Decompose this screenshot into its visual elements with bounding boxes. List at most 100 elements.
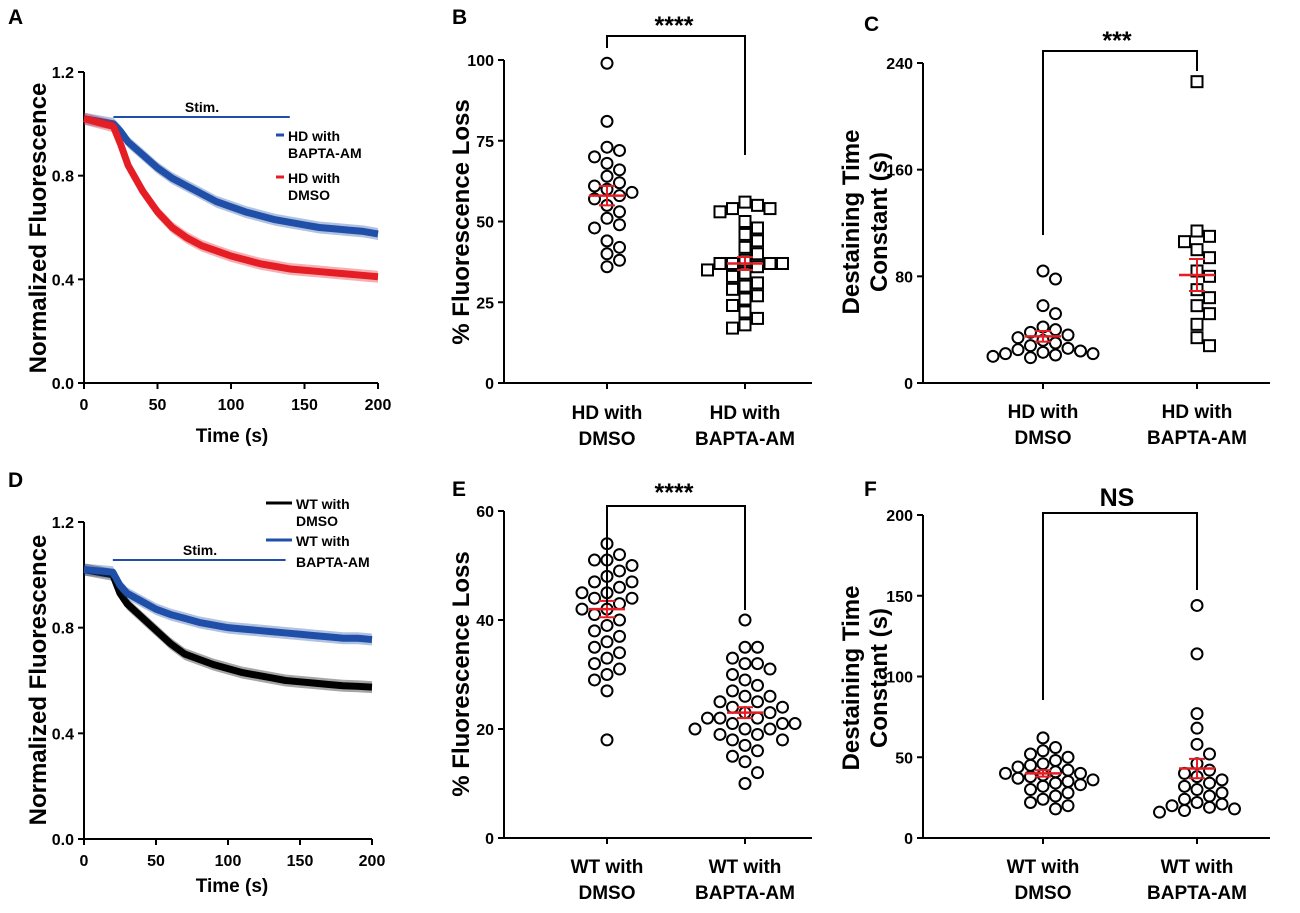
panel-b-group-1-point (613, 205, 626, 219)
panel-b-group-2-point (738, 305, 752, 319)
panel-c-y-tick-label: 0 (904, 376, 913, 393)
panel-b-group-1-label-b: DMSO (579, 429, 636, 450)
panel-f-group-1-point (1024, 747, 1037, 761)
panel-b-scatter-chart: % Fluorescence Loss HD with DMSO HD with… (448, 12, 812, 450)
panel-a-x-tick-label: 0 (80, 397, 89, 414)
panel-d-legend-label-1b: DMSO (296, 513, 338, 529)
panel-e-group-2-point (751, 744, 764, 758)
panel-d-x-tick-label: 0 (80, 853, 89, 870)
panel-d-series-1-line (83, 566, 373, 691)
panel-e-y-axis-label: % Fluorescence Loss (448, 551, 475, 796)
panel-b-group-2-point (751, 221, 764, 235)
panel-f-y-tick-label: 200 (886, 508, 913, 525)
panel-e-group-2-point (751, 657, 764, 671)
panel-f-group-2-point (1190, 598, 1204, 612)
panel-a-legend-label-1a: HD with (288, 128, 340, 144)
panel-b-group-2-point (738, 227, 752, 241)
panel-f-group-2-point (1190, 707, 1204, 721)
panel-b-group-1-point (600, 234, 614, 248)
panel-c-y-tick-label: 240 (886, 56, 913, 73)
panel-f-group-2-point (1190, 721, 1204, 735)
panel-b-group-2-label-a: HD with (710, 403, 781, 424)
panel-f-group-1-point (1061, 774, 1075, 788)
panel-f-group-2-point (1178, 779, 1191, 793)
panel-c-group-2-point (1203, 269, 1216, 283)
panel-f-group-2-point (1178, 792, 1191, 806)
panel-f-group-1-point (1036, 792, 1050, 806)
panel-b-group-2-point (726, 298, 739, 312)
panel-letter-c: C (864, 13, 879, 36)
panel-e-group-2-point (751, 766, 764, 780)
panel-c-group-2-label-b: BAPTA-AM (1147, 428, 1247, 449)
panel-f-group-1-point (1049, 753, 1062, 767)
panel-b-group-2-label-b: BAPTA-AM (695, 429, 795, 450)
panel-e-group-2-point (776, 700, 789, 714)
panel-a-y-tick-label: 0.0 (52, 376, 74, 393)
panel-b-group-1-point (600, 247, 614, 261)
panel-f-group-1-point (1024, 795, 1037, 809)
panel-d-series-2-line (83, 566, 373, 644)
panel-f-group-2-point (1178, 804, 1191, 818)
panel-e-group-2-point (726, 733, 739, 747)
panel-b-group-1-point (613, 218, 626, 232)
panel-f-group-2-point (1190, 783, 1204, 797)
panel-f-group-1-point (1049, 741, 1062, 755)
panel-e-group-1-point (600, 684, 614, 698)
panel-c-group-2-label-a: HD with (1162, 402, 1233, 423)
panel-d-x-axis-label: Time (s) (196, 876, 269, 897)
panel-e-group-1-point (588, 591, 601, 605)
panel-b-group-2-point (726, 321, 739, 335)
panel-f-group-1-point (1011, 760, 1025, 774)
panel-f-group-2-point (1165, 799, 1179, 813)
panel-e-group-1-point (613, 662, 626, 676)
panel-e-group-1-point (600, 618, 614, 632)
panel-c-significance-bracket (1042, 50, 1198, 235)
panel-c-group-1-label-b: DMSO (1015, 428, 1072, 449)
panel-c-group-2-point (1203, 307, 1216, 321)
panel-f-group-1-label-b: DMSO (1015, 883, 1072, 904)
panel-b-group-1-point (588, 179, 601, 193)
panel-a-legend-label-2a: HD with (288, 170, 340, 186)
panel-f-y-tick-label: 100 (886, 670, 913, 687)
panel-b-y-tick-label: 100 (467, 53, 494, 70)
panel-e-significance-bracket (606, 505, 746, 610)
panel-c-group-1-point (1086, 347, 1100, 361)
panel-b-group-2-point (763, 202, 777, 216)
panel-e-group-1-point (600, 635, 614, 649)
panel-b-group-2-point (701, 263, 714, 277)
panel-e-group-2-point (713, 695, 727, 709)
panel-e-group-1-point (600, 733, 614, 747)
panel-e-group-2-point (751, 678, 764, 692)
panel-e-group-2-point (738, 738, 752, 752)
panel-d-y-tick-label: 0.0 (52, 832, 74, 849)
panel-e-group-2-point (713, 711, 727, 725)
panel-f-group-2-point (1215, 773, 1229, 787)
panel-b-group-1-point (613, 240, 626, 254)
panel-a-x-tick-label: 150 (291, 397, 318, 414)
panel-c-y-axis-label-line-2: Constant (s) (866, 152, 893, 292)
panel-e-group-2-point (738, 657, 752, 671)
panel-f-y-tick-label: 50 (895, 750, 913, 767)
panel-e-group-2-point (738, 640, 752, 654)
panel-e-group-1-point (588, 640, 601, 654)
panel-e-group-1-point (600, 668, 614, 681)
panel-f-group-2-point (1203, 800, 1216, 814)
panel-f-y-axis-label-line-2: Constant (s) (866, 608, 893, 748)
panel-letter-e: E (452, 478, 466, 501)
panel-b-group-1-point (600, 56, 614, 70)
panel-e-group-2-point (726, 700, 739, 714)
panel-e-significance: **** (655, 479, 694, 507)
panel-b-group-2-point (751, 247, 764, 261)
panel-e-group-2-point (738, 689, 752, 703)
panel-e-group-2-point (738, 777, 752, 790)
panel-f-group-1-point (1061, 786, 1075, 800)
panel-e-group-1-point (600, 651, 614, 665)
panel-f-group-2-point (1215, 786, 1229, 800)
panel-letter-d: D (8, 469, 23, 492)
panel-a-y-axis-label: Normalized Fluorescence (25, 83, 52, 374)
panel-b-group-2-point (751, 260, 764, 274)
panel-b-group-2-point (751, 198, 764, 212)
panel-c-group-2-point (1203, 229, 1216, 243)
panel-f-group-2-point (1215, 797, 1229, 811)
panel-a-series-1-line (83, 115, 379, 238)
